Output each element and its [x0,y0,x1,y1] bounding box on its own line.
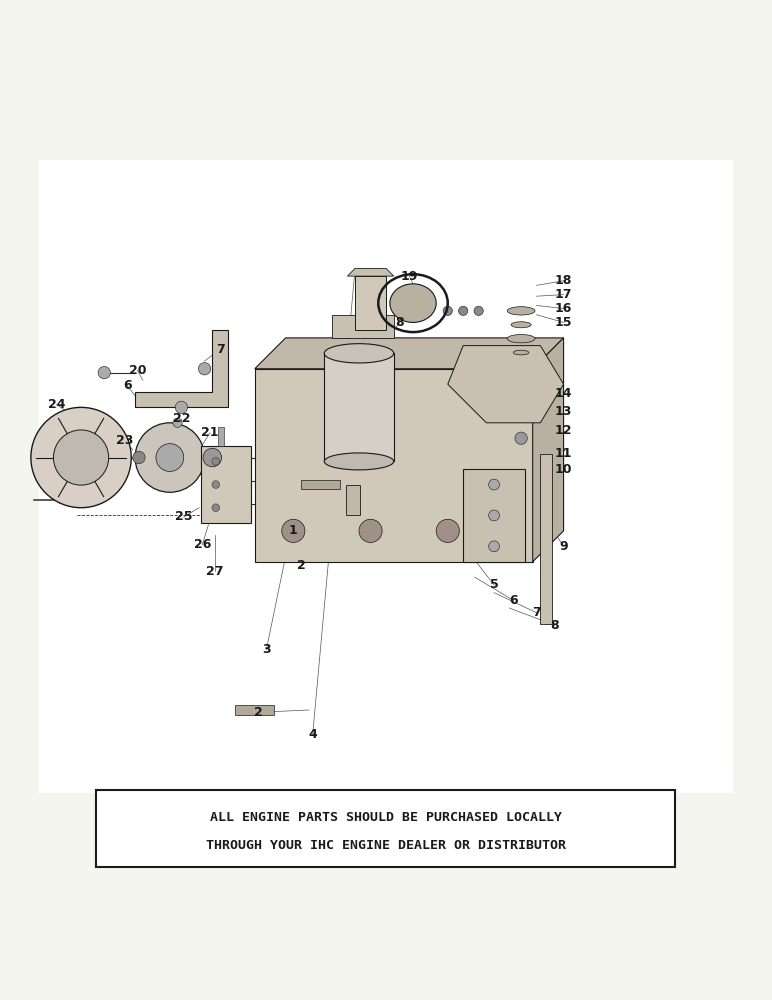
Text: 20: 20 [129,364,146,377]
Text: 8: 8 [395,316,405,329]
Text: 13: 13 [555,405,572,418]
Ellipse shape [324,453,394,470]
Bar [540,454,552,624]
Circle shape [53,430,109,485]
Text: 15: 15 [555,316,572,329]
Text: 19: 19 [401,270,418,283]
Circle shape [156,444,184,471]
Bar [332,315,394,338]
Text: THROUGH YOUR IHC ENGINE DEALER OR DISTRIBUTOR: THROUGH YOUR IHC ENGINE DEALER OR DISTRI… [206,839,566,852]
Text: 18: 18 [555,274,572,287]
Circle shape [474,306,483,315]
Bar [201,446,251,523]
Text: 23: 23 [117,434,134,447]
Text: 2: 2 [296,559,306,572]
Text: ALL ENGINE PARTS SHOULD BE PURCHASED LOCALLY: ALL ENGINE PARTS SHOULD BE PURCHASED LOC… [210,811,562,824]
Ellipse shape [507,307,535,315]
Text: 16: 16 [555,302,572,315]
Text: 5: 5 [489,578,499,591]
Circle shape [212,458,220,465]
Text: 14: 14 [555,387,572,400]
Ellipse shape [507,334,535,343]
Circle shape [489,479,499,490]
Polygon shape [347,268,394,276]
Circle shape [173,418,182,427]
Circle shape [359,519,382,542]
Bar [346,485,360,515]
Text: 2: 2 [254,706,263,719]
Text: 25: 25 [175,510,192,523]
Ellipse shape [511,322,531,328]
Text: 24: 24 [48,398,65,411]
Text: 10: 10 [555,463,572,476]
Circle shape [489,541,499,552]
Polygon shape [255,369,533,562]
Text: 11: 11 [555,447,572,460]
Text: 8: 8 [550,619,559,632]
Circle shape [459,306,468,315]
Bar [301,480,340,489]
Bar [235,705,274,715]
FancyBboxPatch shape [96,790,676,867]
Text: 26: 26 [194,538,211,551]
Text: 7: 7 [215,343,225,356]
Text: 27: 27 [206,565,223,578]
Text: 7: 7 [532,606,541,619]
Bar [324,353,394,461]
Polygon shape [255,338,564,369]
Text: 12: 12 [555,424,572,437]
Ellipse shape [390,284,436,322]
Polygon shape [533,338,564,562]
Circle shape [489,510,499,521]
Text: 22: 22 [173,412,190,425]
Bar [218,427,225,446]
Circle shape [98,366,110,379]
Circle shape [133,451,145,464]
Circle shape [31,407,131,508]
Circle shape [198,363,211,375]
Bar [39,160,733,793]
Circle shape [282,519,305,542]
Circle shape [212,504,220,512]
Circle shape [515,432,527,444]
Ellipse shape [324,344,394,363]
Polygon shape [135,330,228,407]
Circle shape [203,448,222,467]
Text: 3: 3 [262,643,271,656]
Text: 9: 9 [559,540,568,553]
Circle shape [135,423,205,492]
Text: 17: 17 [555,288,572,301]
Circle shape [443,306,452,315]
Polygon shape [448,346,564,423]
Circle shape [175,401,188,414]
Text: 4: 4 [308,728,317,741]
Text: 21: 21 [201,426,218,439]
Text: 1: 1 [289,524,298,537]
Circle shape [212,481,220,488]
Bar [463,469,525,562]
Ellipse shape [513,350,529,355]
Bar [355,276,386,330]
Circle shape [436,519,459,542]
Text: 6: 6 [123,379,132,392]
Text: 6: 6 [509,594,518,607]
